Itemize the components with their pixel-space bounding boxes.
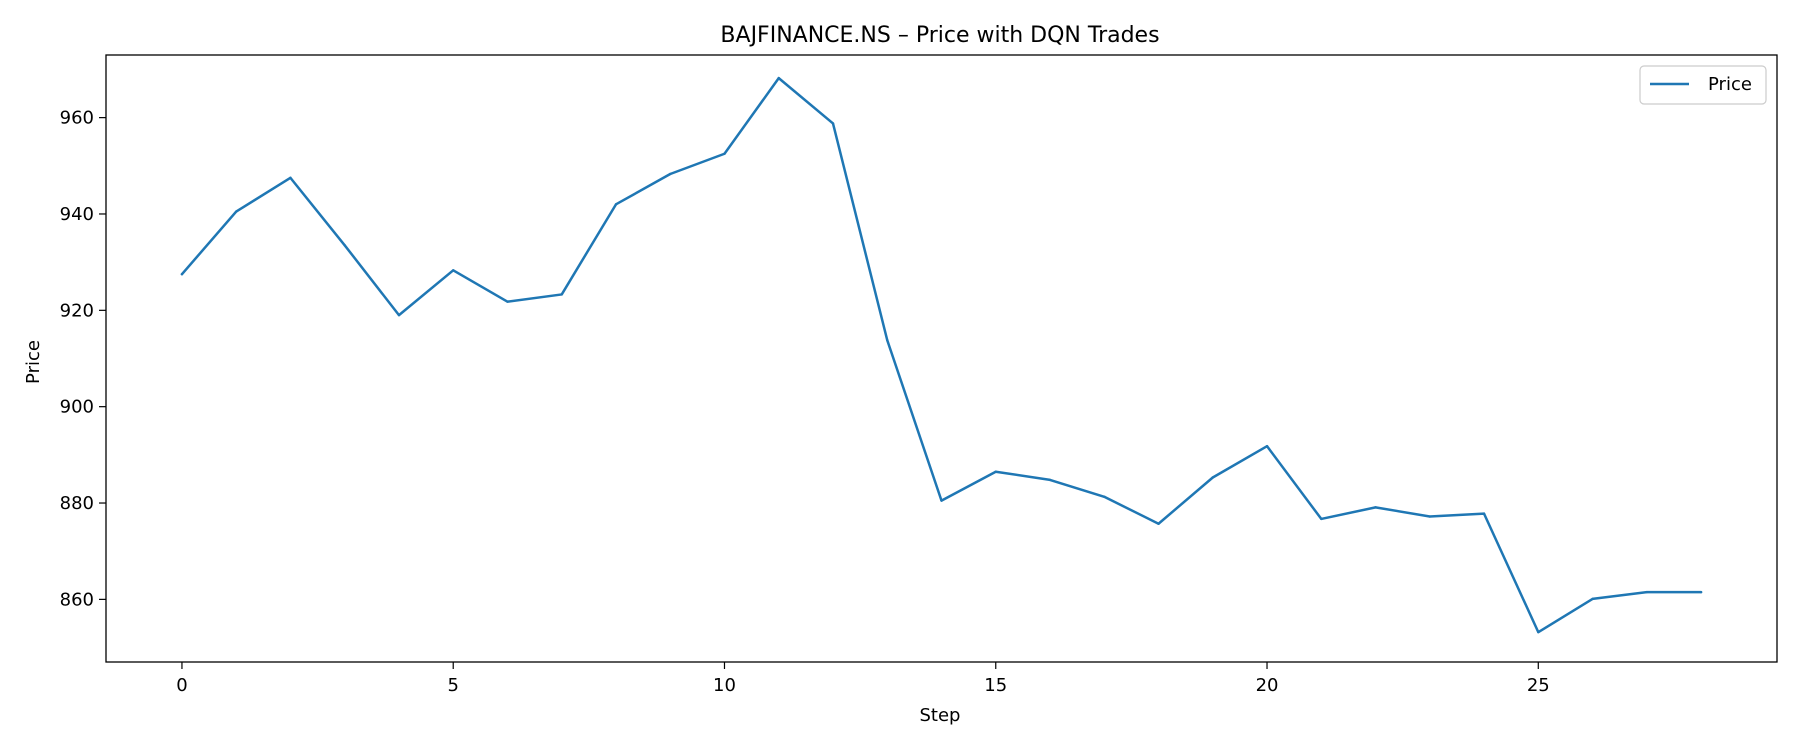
x-axis-ticks: 0 5 10 15 20 25 (176, 662, 1550, 696)
x-tick-label: 20 (1256, 675, 1279, 696)
y-tick-label: 960 (60, 108, 94, 129)
y-tick-label: 860 (60, 589, 94, 610)
y-tick-label: 940 (60, 204, 94, 225)
x-tick-label: 15 (984, 675, 1007, 696)
price-data-point (1320, 517, 1323, 521)
price-data-point (235, 210, 238, 213)
chart-title: BAJFINANCE.NS – Price with DQN Trades (720, 23, 1159, 48)
y-tick-label: 880 (60, 493, 94, 514)
price-series-points (180, 76, 1703, 634)
price-series-line (180, 76, 1703, 634)
price-data-point (343, 244, 346, 247)
legend-box (1639, 65, 1767, 105)
price-data-point (452, 269, 455, 272)
price-data-point (831, 122, 835, 125)
price-data-point (506, 300, 509, 303)
x-tick-label: 0 (176, 675, 187, 696)
price-data-point (940, 499, 943, 502)
price-data-point (1645, 590, 1648, 594)
price-data-point (1591, 597, 1594, 601)
price-data-point (289, 176, 292, 180)
plot-frame (105, 54, 1778, 663)
price-data-point (1699, 590, 1703, 594)
price-data-point (397, 313, 401, 317)
price-data-point (1211, 476, 1214, 479)
price-data-point (180, 272, 184, 276)
y-axis-label: Price (23, 340, 44, 384)
price-data-point (886, 338, 889, 342)
price-data-point (1157, 522, 1160, 525)
price-data-point (1374, 506, 1377, 509)
price-data-point (777, 76, 780, 80)
price-data-point (560, 293, 563, 296)
legend-label-price: Price (1708, 74, 1752, 95)
price-data-point (994, 470, 997, 473)
price-data-point (1265, 444, 1269, 448)
y-tick-label: 900 (60, 397, 94, 418)
price-data-point (614, 203, 618, 206)
legend: Price (1639, 65, 1767, 105)
price-data-point (1482, 512, 1486, 515)
price-data-point (1048, 478, 1052, 482)
x-axis-label: Step (920, 705, 961, 726)
price-data-point (1537, 630, 1540, 634)
price-data-point (1428, 515, 1431, 518)
x-tick-label: 5 (447, 675, 458, 696)
x-tick-label: 25 (1527, 675, 1550, 696)
price-data-point (723, 152, 726, 155)
price-data-point (669, 172, 672, 176)
x-tick-label: 10 (713, 675, 736, 696)
y-axis-ticks: 860 880 900 920 940 960 (60, 108, 106, 610)
y-tick-label: 920 (60, 300, 94, 321)
price-data-point (1103, 495, 1106, 498)
